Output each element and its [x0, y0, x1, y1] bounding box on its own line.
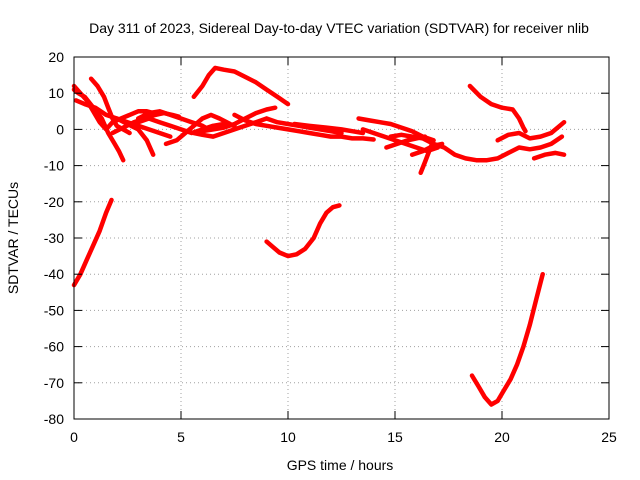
series-arc-23	[418, 138, 436, 176]
y-tick-label: 10	[48, 85, 64, 101]
chart-title: Day 311 of 2023, Sidereal Day-to-day VTE…	[89, 20, 589, 36]
y-tick-label: -40	[44, 266, 64, 282]
series-arc-10	[163, 112, 233, 147]
y-tick-label: -60	[44, 339, 64, 355]
series-arc-25	[495, 119, 567, 143]
series-arc-12	[191, 65, 291, 107]
y-tick-label: -50	[44, 302, 64, 318]
y-tick-label: -20	[44, 194, 64, 210]
x-axis-label: GPS time / hours	[287, 457, 394, 473]
series-arc-16	[292, 121, 366, 136]
x-tick-label: 15	[387, 429, 403, 445]
x-tick-label: 20	[494, 429, 510, 445]
series-arc-24	[467, 83, 528, 134]
y-tick-label: 0	[56, 121, 64, 137]
series-arc-21	[384, 134, 428, 150]
x-tick-label: 5	[177, 429, 185, 445]
series-arc-13	[200, 105, 278, 134]
axis-ticks: 20 10 0 -10 -20 -30 -40 -50 -60 -70 -80 0 5 10 15 20 25	[44, 49, 617, 445]
series-arc-17	[264, 203, 342, 259]
y-axis-label: SDTVAR / TECUs	[5, 182, 21, 294]
x-tick-label: 10	[280, 429, 296, 445]
series-arc-7	[114, 116, 173, 139]
series-arc-27	[469, 271, 545, 407]
series-arc-26	[531, 150, 567, 161]
series-arc-14	[232, 112, 376, 142]
y-tick-label: -70	[44, 375, 64, 391]
x-tick-label: 0	[70, 429, 78, 445]
series-arc-9	[135, 109, 212, 132]
y-tick-label: -10	[44, 158, 64, 174]
y-tick-label: 20	[48, 49, 64, 65]
y-tick-label: -80	[44, 411, 64, 427]
x-tick-label: 25	[601, 429, 617, 445]
series-layer	[71, 65, 567, 407]
series-arc-3	[71, 87, 126, 163]
y-tick-label: -30	[44, 230, 64, 246]
series-arc-1	[71, 197, 114, 288]
